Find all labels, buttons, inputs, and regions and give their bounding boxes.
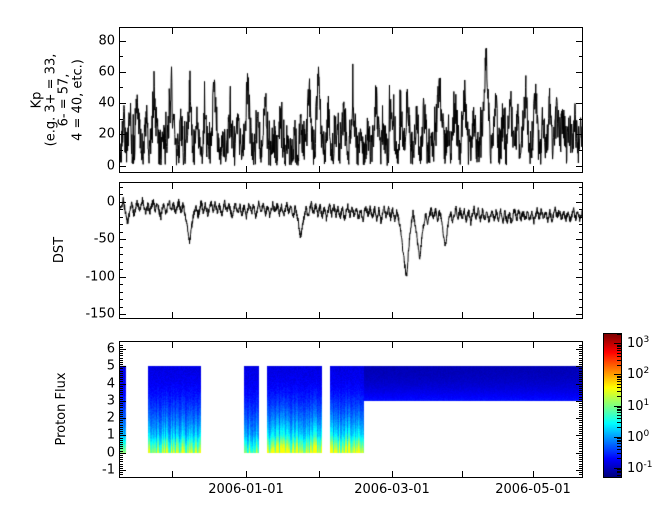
y-tick-label: 6 [106, 341, 115, 357]
colorbar-tick-label: 10-1 [627, 459, 653, 477]
colorbar-tick-label: 100 [627, 428, 650, 446]
colorbar-exponent: 1 [643, 397, 650, 408]
x-tick-label: 2006-05-01 [495, 482, 571, 497]
y-tick-label: 2 [106, 410, 115, 426]
y-tick-label: 60 [98, 64, 115, 80]
proton-flux-spectrogram-panel: -1 0 1 2 3 4 5 6 2006-01-01 2006-03-01 2006-05-01 [102, 341, 583, 496]
dst-index-panel: 0 -50 -100 -150 [85, 182, 583, 321]
colorbar-exponent: 3 [643, 334, 650, 345]
axis-title-line: Proton Flux [54, 372, 70, 446]
y-tick-label: 0 [106, 158, 115, 174]
y-tick-label: 20 [98, 126, 115, 142]
y-tick-label: -50 [93, 231, 115, 247]
kp-index-panel: 0 20 40 60 80 [98, 27, 583, 173]
y-tick-label: -1 [102, 462, 115, 478]
colorbar-gradient [604, 334, 621, 477]
axis-title-line: Kp [29, 91, 45, 109]
colorbar-tick-label: 101 [627, 397, 650, 415]
axis-title-line: 4 = 40, etc.) [70, 59, 86, 141]
kp-series-canvas [120, 28, 582, 172]
x-tick-label: 2006-03-01 [354, 482, 430, 497]
dst-series-canvas [120, 183, 582, 318]
colorbar-exponent: 2 [643, 365, 650, 376]
y-tick-label: 0 [106, 194, 115, 210]
proton-flux-axis-title: Proton Flux [54, 372, 70, 446]
proton-flux-colorbar: 10-1 100 101 102 103 [603, 333, 653, 478]
colorbar-exponent: -1 [643, 459, 653, 470]
y-tick-label: 4 [106, 376, 115, 392]
colorbar-exponent: 0 [643, 428, 650, 439]
y-tick-label: 40 [98, 95, 115, 111]
y-tick-label: 80 [98, 33, 115, 49]
x-tick-label: 2006-01-01 [208, 482, 284, 497]
axis-title-line: (e.g. 3+ = 33, [43, 53, 59, 147]
proton-flux-heatmap-canvas [120, 342, 582, 477]
y-tick-label: 1 [106, 427, 115, 443]
axis-title-line: DST [52, 236, 68, 264]
kp-axis-title: Kp (e.g. 3+ = 33, 6- = 57, 4 = 40, etc.) [29, 53, 86, 147]
dst-axis-title: DST [52, 236, 68, 264]
y-tick-label: 3 [106, 393, 115, 409]
y-tick-label: -150 [85, 306, 115, 322]
y-tick-label: 5 [106, 358, 115, 374]
colorbar-tick-label: 103 [627, 334, 650, 352]
y-tick-label: -100 [85, 269, 115, 285]
axis-title-line: 6- = 57, [57, 73, 72, 127]
colorbar-tick-label: 102 [627, 365, 650, 383]
y-tick-label: 0 [106, 445, 115, 461]
